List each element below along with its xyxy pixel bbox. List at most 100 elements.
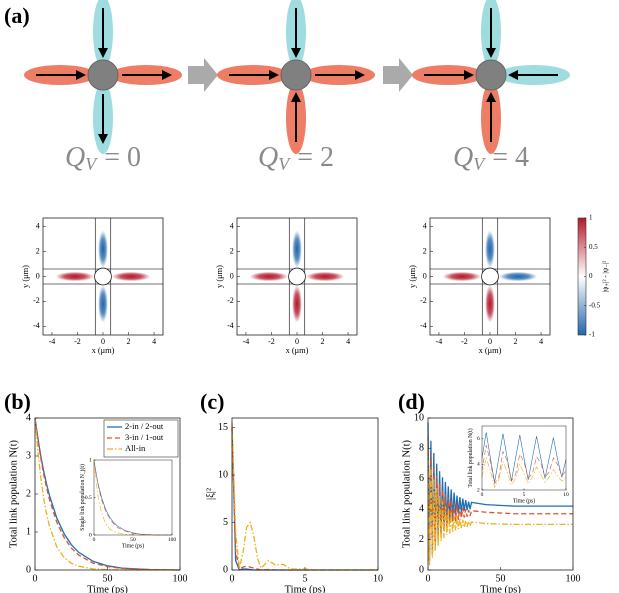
y-tick-label: -2 (227, 296, 234, 305)
y-axis-label: y (μm) (215, 265, 224, 288)
x-tick-label: 5 (303, 573, 308, 584)
y-tick-label: 2 (423, 246, 427, 255)
y-axis-label: |ξ|² (205, 488, 216, 500)
x-axis-label: Time (ps) (480, 584, 521, 593)
field-lobe (485, 230, 495, 268)
y-tick-label: 15 (218, 422, 228, 433)
x-tick-label: 0 (33, 573, 38, 584)
x-tick-label: 0 (295, 337, 299, 346)
panel-label: (d) (398, 389, 425, 414)
series-line (34, 417, 181, 571)
series-line (481, 432, 567, 483)
charge-subscript: V (473, 154, 486, 174)
y-tick-label: 2 (26, 488, 31, 499)
charge-symbol: Q (258, 142, 278, 173)
x-tick-label: -4 (436, 337, 443, 346)
x-axis-label: Time (ps) (513, 497, 535, 504)
y-tick-label: 2 (230, 246, 234, 255)
x-tick-label: -2 (74, 337, 81, 346)
charge-value: = 4 (492, 142, 529, 173)
y-tick-label: 0.5 (85, 495, 92, 501)
step-arrow (383, 58, 413, 92)
y-tick-label: 10 (218, 469, 228, 480)
series-line (427, 448, 573, 566)
x-tick-label: 4 (539, 337, 543, 346)
legend-entry: 2-in / 2-out (125, 421, 164, 431)
y-axis-label: Total link population N(t) (401, 439, 412, 548)
x-tick-label: 0 (230, 573, 235, 584)
y-tick-label: 4 (423, 222, 427, 231)
y-axis-label: Total link population N(t) (467, 428, 474, 487)
x-axis-label: x (μm) (479, 346, 502, 355)
x-tick-label: 4 (152, 337, 156, 346)
x-tick-label: 50 (130, 537, 136, 543)
y-axis-label: y (μm) (21, 265, 30, 288)
x-axis-label: x (μm) (286, 346, 309, 355)
y-tick-label: 2 (36, 246, 40, 255)
y-tick-label: 4 (477, 462, 480, 468)
y-tick-label: 10 (414, 412, 424, 423)
y-tick-label: 4 (26, 412, 31, 423)
series-line (93, 459, 172, 536)
y-tick-label: 0 (423, 271, 427, 280)
plot-area (232, 418, 378, 570)
y-tick-label: -2 (33, 296, 40, 305)
x-tick-label: 0 (93, 537, 96, 543)
y-axis-label: Single link population N_j(t) (79, 464, 86, 531)
colorbar-tick-label: 0 (589, 272, 593, 280)
y-tick-label: -4 (227, 321, 234, 330)
x-tick-label: 10 (563, 492, 569, 498)
x-tick-label: 100 (173, 573, 188, 584)
charge-value: = 2 (297, 142, 334, 173)
charge-subscript: V (85, 154, 98, 174)
y-tick-label: 1 (89, 457, 92, 463)
y-tick-label: 0 (36, 271, 40, 280)
x-tick-label: 2 (321, 337, 325, 346)
y-tick-label: 2 (477, 487, 480, 493)
y-tick-label: -4 (33, 321, 40, 330)
legend-entry: 3-in / 1-out (125, 432, 164, 442)
x-tick-label: 0 (426, 573, 431, 584)
x-tick-label: -2 (268, 337, 275, 346)
y-tick-label: 4 (36, 222, 40, 231)
y-tick-label: 0 (26, 564, 31, 575)
x-tick-label: -4 (49, 337, 56, 346)
x-tick-label: 0 (488, 337, 492, 346)
y-axis-label: y (μm) (408, 265, 417, 288)
x-tick-label: 10 (373, 573, 383, 584)
x-tick-label: 2 (514, 337, 518, 346)
x-tick-label: 50 (103, 573, 113, 584)
charge-label: QV = 4 (453, 142, 529, 174)
charge-label: QV = 0 (65, 142, 141, 174)
junction-edge (481, 267, 499, 286)
x-axis-label: Time (ps) (122, 542, 144, 549)
x-tick-label: -2 (461, 337, 468, 346)
colorbar-label: |ψ₊|² - |ψ₋|² (602, 261, 610, 293)
x-tick-label: 5 (523, 492, 526, 498)
x-tick-label: -4 (243, 337, 250, 346)
junction (280, 59, 312, 91)
x-tick-label: 4 (346, 337, 350, 346)
x-axis-label: x (μm) (92, 346, 115, 355)
junction (475, 59, 507, 91)
legend-entry: All-in (125, 443, 146, 453)
y-tick-label: 0 (89, 532, 92, 538)
field-lobe (292, 230, 302, 268)
panel-label: (c) (200, 389, 224, 414)
y-tick-label: 5 (223, 517, 228, 528)
charge-value: = 0 (104, 142, 141, 173)
panel-label: (b) (4, 389, 31, 414)
field-lobe (98, 285, 108, 323)
y-tick-label: 4 (419, 503, 424, 514)
junction-edge (288, 267, 306, 286)
x-tick-label: 0 (101, 337, 105, 346)
x-axis-label: Time (ps) (285, 584, 326, 593)
x-tick-label: 50 (496, 573, 506, 584)
junction-edge (94, 267, 112, 286)
x-tick-label: 2 (127, 337, 131, 346)
plot-area (94, 460, 172, 535)
y-tick-label: 8 (419, 443, 424, 454)
series-line (481, 445, 567, 485)
colorbar-tick-label: -1 (589, 331, 595, 339)
